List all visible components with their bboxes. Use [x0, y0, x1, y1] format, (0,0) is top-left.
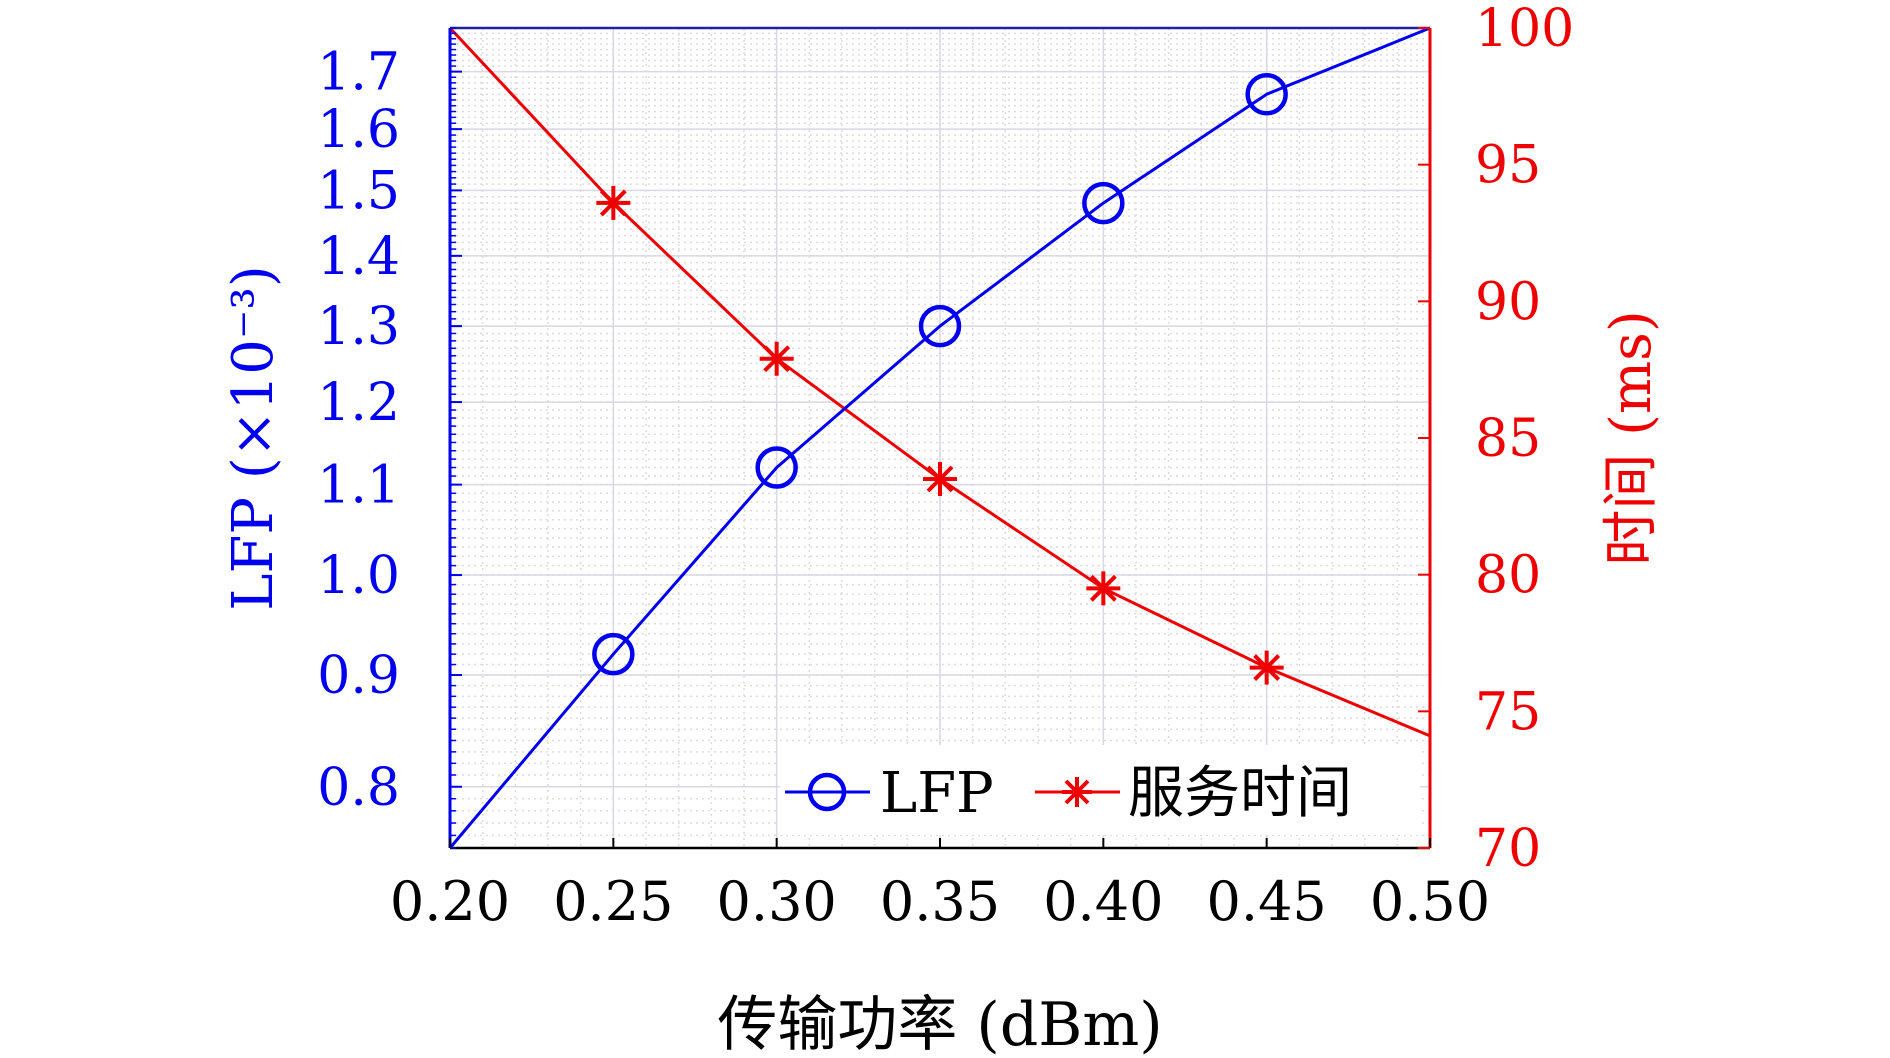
y-right-tick-label: 90 — [1475, 272, 1541, 332]
lfp-marker — [1245, 72, 1288, 116]
y-right-tick-label: 80 — [1475, 546, 1541, 606]
y-left-tick-label: 0.9 — [317, 646, 400, 706]
y-right-tick-label: 75 — [1475, 682, 1541, 742]
y-right-tick-label: 85 — [1475, 409, 1541, 469]
legend-lfp-label: LFP — [880, 761, 994, 826]
y-left-tick-label: 1.3 — [317, 297, 400, 357]
legend: LFP 服务时间 — [780, 745, 1420, 835]
y-right-tick-label: 70 — [1475, 819, 1541, 879]
x-tick-label: 0.20 — [390, 870, 510, 933]
series-layer — [448, 26, 1431, 849]
x-axis-title: 传输功率 (dBm) — [717, 990, 1162, 1058]
lfp-marker — [918, 304, 962, 348]
y-left-axis-title: LFP (×10⁻³) — [221, 265, 286, 610]
y-left-tick-label: 0.8 — [317, 758, 400, 818]
service-time-marker — [759, 341, 794, 376]
lfp-line — [448, 26, 1431, 849]
y-left-tick-label: 1.1 — [317, 456, 400, 516]
y-left-tick-label: 1.6 — [317, 100, 400, 160]
service-time-marker — [1249, 650, 1284, 685]
x-tick-label: 0.30 — [717, 870, 837, 933]
legend-service-time-label: 服务时间 — [1128, 761, 1352, 826]
y-right-tick-label: 100 — [1475, 0, 1574, 59]
lfp-marker — [592, 632, 635, 676]
y-left-tick-label: 1.4 — [317, 227, 400, 287]
lfp-marker — [1082, 181, 1125, 225]
service-time-marker — [923, 462, 957, 496]
y-right-tick-label: 95 — [1475, 136, 1541, 196]
x-tick-label: 0.45 — [1207, 870, 1327, 933]
x-tick-label: 0.35 — [880, 870, 1000, 933]
service-time-marker — [596, 185, 631, 220]
y-left-tick-label: 1.5 — [317, 161, 400, 221]
x-tick-label: 0.50 — [1370, 870, 1490, 933]
legend-box — [780, 745, 1420, 835]
axes: 0.20 0.25 0.30 0.35 0.40 0.45 0.50 0.8 0.9 1.0 1.1… — [317, 0, 1574, 933]
y-right-axis-title: 时间 (ms) — [1599, 310, 1664, 565]
y-left-tick-label: 1.0 — [317, 546, 400, 606]
x-tick-label: 0.25 — [553, 870, 673, 933]
y-left-tick-label: 1.7 — [317, 43, 400, 103]
x-tick-label: 0.40 — [1043, 870, 1163, 933]
service-time-marker — [1086, 571, 1121, 606]
lfp-marker — [755, 446, 798, 489]
legend-lfp-marker — [807, 772, 847, 812]
legend-service-time-marker — [1062, 777, 1092, 807]
y-left-tick-label: 1.2 — [317, 373, 400, 433]
